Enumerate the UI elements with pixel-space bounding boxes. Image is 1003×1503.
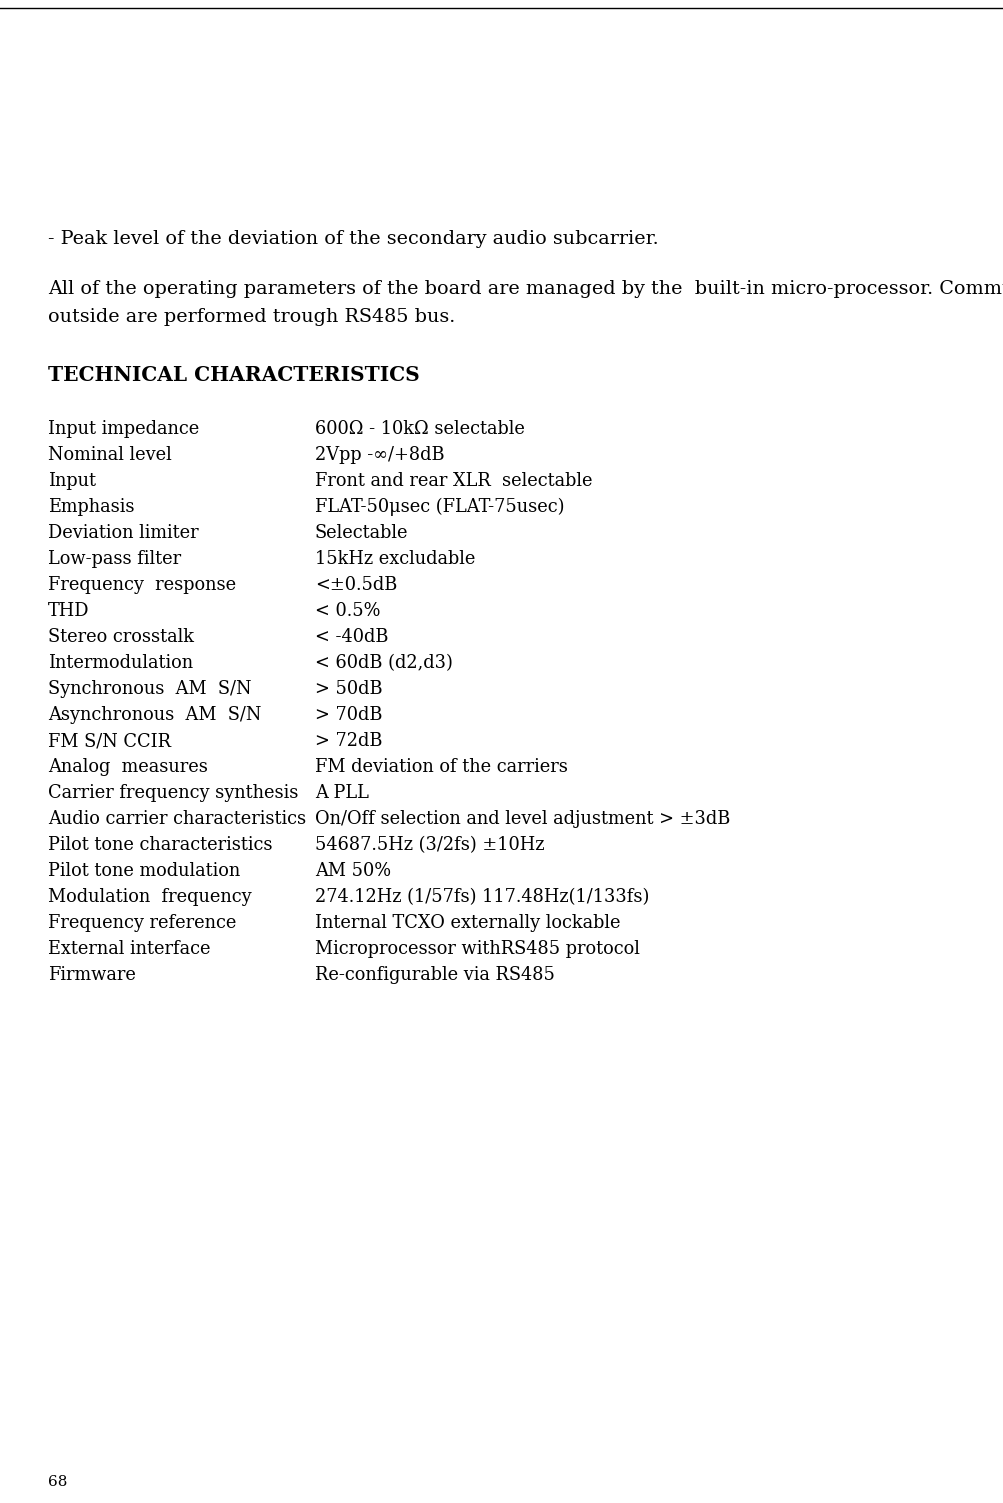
Text: Audio carrier characteristics: Audio carrier characteristics <box>48 810 306 828</box>
Text: THD: THD <box>48 603 89 621</box>
Text: Synchronous  AM  S/N: Synchronous AM S/N <box>48 679 251 697</box>
Text: 15kHz excludable: 15kHz excludable <box>315 550 474 568</box>
Text: Carrier frequency synthesis: Carrier frequency synthesis <box>48 785 298 803</box>
Text: Asynchronous  AM  S/N: Asynchronous AM S/N <box>48 706 261 724</box>
Text: On/Off selection and level adjustment > ±3dB: On/Off selection and level adjustment > … <box>315 810 729 828</box>
Text: AM 50%: AM 50% <box>315 863 391 879</box>
Text: Deviation limiter: Deviation limiter <box>48 525 199 543</box>
Text: < -40dB: < -40dB <box>315 628 388 646</box>
Text: Frequency reference: Frequency reference <box>48 914 236 932</box>
Text: Front and rear XLR  selectable: Front and rear XLR selectable <box>315 472 592 490</box>
Text: > 70dB: > 70dB <box>315 706 382 724</box>
Text: A PLL: A PLL <box>315 785 368 803</box>
Text: 2Vpp -∞/+8dB: 2Vpp -∞/+8dB <box>315 446 444 464</box>
Text: Nominal level: Nominal level <box>48 446 172 464</box>
Text: < 60dB (d2,d3): < 60dB (d2,d3) <box>315 654 452 672</box>
Text: 54687.5Hz (3/2fs) ±10Hz: 54687.5Hz (3/2fs) ±10Hz <box>315 836 544 854</box>
Text: Pilot tone characteristics: Pilot tone characteristics <box>48 836 272 854</box>
Text: < 0.5%: < 0.5% <box>315 603 380 621</box>
Text: Emphasis: Emphasis <box>48 497 134 516</box>
Text: 68: 68 <box>48 1474 67 1489</box>
Text: FM S/N CCIR: FM S/N CCIR <box>48 732 171 750</box>
Text: Analog  measures: Analog measures <box>48 758 208 776</box>
Text: 274.12Hz (1/57fs) 117.48Hz(1/133fs): 274.12Hz (1/57fs) 117.48Hz(1/133fs) <box>315 888 649 906</box>
Text: All of the operating parameters of the board are managed by the  built-in micro-: All of the operating parameters of the b… <box>48 280 1003 298</box>
Text: 600Ω - 10kΩ selectable: 600Ω - 10kΩ selectable <box>315 419 525 437</box>
Text: Selectable: Selectable <box>315 525 408 543</box>
Text: Pilot tone modulation: Pilot tone modulation <box>48 863 240 879</box>
Text: Microprocessor withRS485 protocol: Microprocessor withRS485 protocol <box>315 939 639 957</box>
Text: Input: Input <box>48 472 96 490</box>
Text: <±0.5dB: <±0.5dB <box>315 576 397 594</box>
Text: Modulation  frequency: Modulation frequency <box>48 888 252 906</box>
Text: Input impedance: Input impedance <box>48 419 199 437</box>
Text: Frequency  response: Frequency response <box>48 576 236 594</box>
Text: TECHNICAL CHARACTERISTICS: TECHNICAL CHARACTERISTICS <box>48 365 419 385</box>
Text: outside are performed trough RS485 bus.: outside are performed trough RS485 bus. <box>48 308 454 326</box>
Text: External interface: External interface <box>48 939 211 957</box>
Text: Stereo crosstalk: Stereo crosstalk <box>48 628 194 646</box>
Text: Low-pass filter: Low-pass filter <box>48 550 181 568</box>
Text: > 50dB: > 50dB <box>315 679 382 697</box>
Text: Intermodulation: Intermodulation <box>48 654 193 672</box>
Text: FLAT-50μsec (FLAT-75usec): FLAT-50μsec (FLAT-75usec) <box>315 497 564 516</box>
Text: Internal TCXO externally lockable: Internal TCXO externally lockable <box>315 914 620 932</box>
Text: > 72dB: > 72dB <box>315 732 382 750</box>
Text: Firmware: Firmware <box>48 966 135 984</box>
Text: FM deviation of the carriers: FM deviation of the carriers <box>315 758 568 776</box>
Text: - Peak level of the deviation of the secondary audio subcarrier.: - Peak level of the deviation of the sec… <box>48 230 658 248</box>
Text: Re-configurable via RS485: Re-configurable via RS485 <box>315 966 555 984</box>
